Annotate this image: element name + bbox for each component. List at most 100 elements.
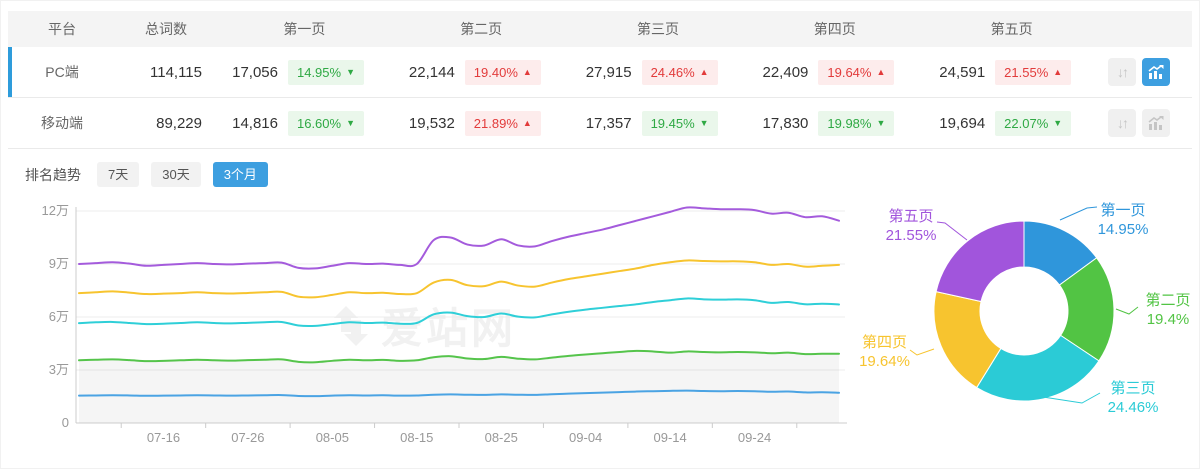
line-series-page3 [78,297,840,327]
y-axis-label: 9万 [49,256,69,271]
donut-chart-svg [909,206,1139,404]
chart-toggle-button[interactable] [1141,109,1170,137]
charts-area: 爱站网 0 3万 6万 9万 12万 07-16 07-26 08-05 08-15 08-25 0… [1,193,1199,469]
page-5-cell: 24,591 21.55% ▲ [923,59,1100,85]
table-header-cell: 第四页 [813,21,856,37]
chart-icon [1148,65,1164,79]
trend-arrow-icon: ▲ [522,118,532,128]
chart-icon [1148,116,1164,130]
donut-label-name: 第四页 [861,334,907,351]
trend-arrow-icon: ▲ [699,67,709,77]
change-badge: 19.40% ▲ [464,59,541,85]
trend-title: 排名趋势 [25,166,81,183]
table-header-cell: 第一页 [283,21,326,37]
page-count-value: 17,830 [762,114,809,132]
y-axis-label: 6万 [49,309,69,324]
range-button-7d[interactable]: 7天 [97,162,140,187]
page-count-value: 19,694 [939,114,986,132]
change-percent: 16.60% [296,115,342,131]
ranking-table-header: 平台 总词数 第一页 第二页 第三页 第四页 第五页 [8,11,1192,47]
line-series-page5 [78,206,840,270]
range-button-30d[interactable]: 30天 [151,162,201,187]
line-chart-svg: 0 3万 6万 9万 12万 07-16 07-26 08-05 08-15 08-25 09-04… [42,203,847,445]
page-count-value: 14,816 [232,114,278,132]
sort-icon: ↓↑ [1116,64,1129,80]
sort-toggle-button[interactable]: ↓↑ [1107,58,1136,86]
donut-label-percent: 21.55% [885,227,937,244]
change-percent: 24.46% [650,64,695,80]
change-badge: 21.55% ▲ [995,59,1072,85]
trend-arrow-icon: ▲ [1053,67,1063,77]
trend-arrow-icon: ▼ [346,118,355,128]
chart-toggle-button[interactable] [1141,58,1170,86]
donut-label-page4: 第四页 19.64% [857,333,912,371]
donut-leader-line [909,348,935,356]
trend-toolbar: 排名趋势 7天 30天 3个月 [25,161,1199,188]
trend-arrow-icon: ▲ [522,67,532,77]
page-count-value: 17,056 [232,63,278,81]
range-button-3m[interactable]: 3个月 [212,162,268,187]
page-count-value: 22,144 [408,63,455,81]
change-percent: 22.07% [1004,115,1049,131]
line-series-page2 [78,349,840,364]
change-percent: 21.55% [1004,64,1049,80]
donut-leader-line [1115,306,1139,315]
donut-label-name: 第三页 [1110,380,1156,397]
donut-label-percent: 19.4% [1146,311,1190,328]
change-percent: 14.95% [296,64,342,80]
table-header-cell: 总词数 [145,21,187,37]
donut-label-name: 第五页 [888,208,934,225]
total-words-value: 89,229 [156,114,202,132]
table-header-cell: 平台 [48,21,76,37]
trend-range-buttons: 7天 30天 3个月 [97,162,280,187]
row-actions: ↓↑ [1100,109,1192,137]
page-count-value: 19,532 [408,114,455,132]
page-4-cell: 17,830 19.98% ▼ [746,110,923,136]
donut-label-percent: 24.46% [1107,399,1159,416]
page-count-value: 17,357 [585,114,632,132]
sort-icon: ↓↑ [1116,115,1129,131]
donut-slice-page3[interactable] [975,334,1100,402]
x-axis-label: 09-14 [653,430,686,445]
x-axis-label: 08-05 [316,430,349,445]
page-2-cell: 22,144 19.40% ▲ [393,59,570,85]
donut-label-page5: 第五页 21.55% [882,207,940,245]
x-axis-label: 09-04 [569,430,602,445]
change-percent: 19.40% [473,64,518,80]
donut-label-percent: 19.64% [859,353,910,370]
x-axis-label: 08-25 [485,430,518,445]
series-area-fill [79,350,839,423]
x-axis-label: 08-15 [400,430,433,445]
page-5-cell: 19,694 22.07% ▼ [923,110,1100,136]
trend-arrow-icon: ▼ [346,67,355,77]
y-axis-label: 0 [62,415,69,430]
change-badge: 19.64% ▲ [818,59,895,85]
page-1-cell: 14,816 16.60% ▼ [216,110,393,136]
change-badge: 19.98% ▼ [818,110,895,136]
donut-leader-line [1059,206,1098,221]
page-count-value: 27,915 [585,63,632,81]
trend-arrow-icon: ▲ [876,67,886,77]
ranking-table-body: PC端 114,115 17,056 14.95% ▼ 22,144 19.40% ▲ 27,9… [8,47,1192,149]
page-4-cell: 22,409 19.64% ▲ [746,59,923,85]
page-share-donut-chart: 第一页 14.95% 第二页 19.4% 第三页 24.46% 第四页 19.64% 第五页 21… [857,193,1200,469]
change-percent: 19.98% [827,115,872,131]
table-row-pc[interactable]: PC端 114,115 17,056 14.95% ▼ 22,144 19.40% ▲ 27,9… [8,47,1192,98]
x-axis-label: 07-26 [231,430,264,445]
table-header-cell: 第三页 [636,21,679,37]
selected-row-indicator [8,47,12,97]
trend-arrow-icon: ▼ [699,118,709,128]
line-series-page4 [78,259,840,299]
donut-leader-line [936,221,968,241]
donut-slice-page4[interactable] [933,291,1002,389]
page-2-cell: 19,532 21.89% ▲ [393,110,570,136]
change-percent: 19.45% [650,115,695,131]
trend-arrow-icon: ▼ [876,118,886,128]
donut-slice-page5[interactable] [935,220,1025,303]
table-row-mobile[interactable]: 移动端 89,229 14,816 16.60% ▼ 19,532 21.89% ▲ 17,35… [8,98,1192,149]
sort-toggle-button[interactable]: ↓↑ [1107,109,1136,137]
page-3-cell: 17,357 19.45% ▼ [570,110,747,136]
change-badge: 21.89% ▲ [464,110,541,136]
change-percent: 19.64% [827,64,872,80]
